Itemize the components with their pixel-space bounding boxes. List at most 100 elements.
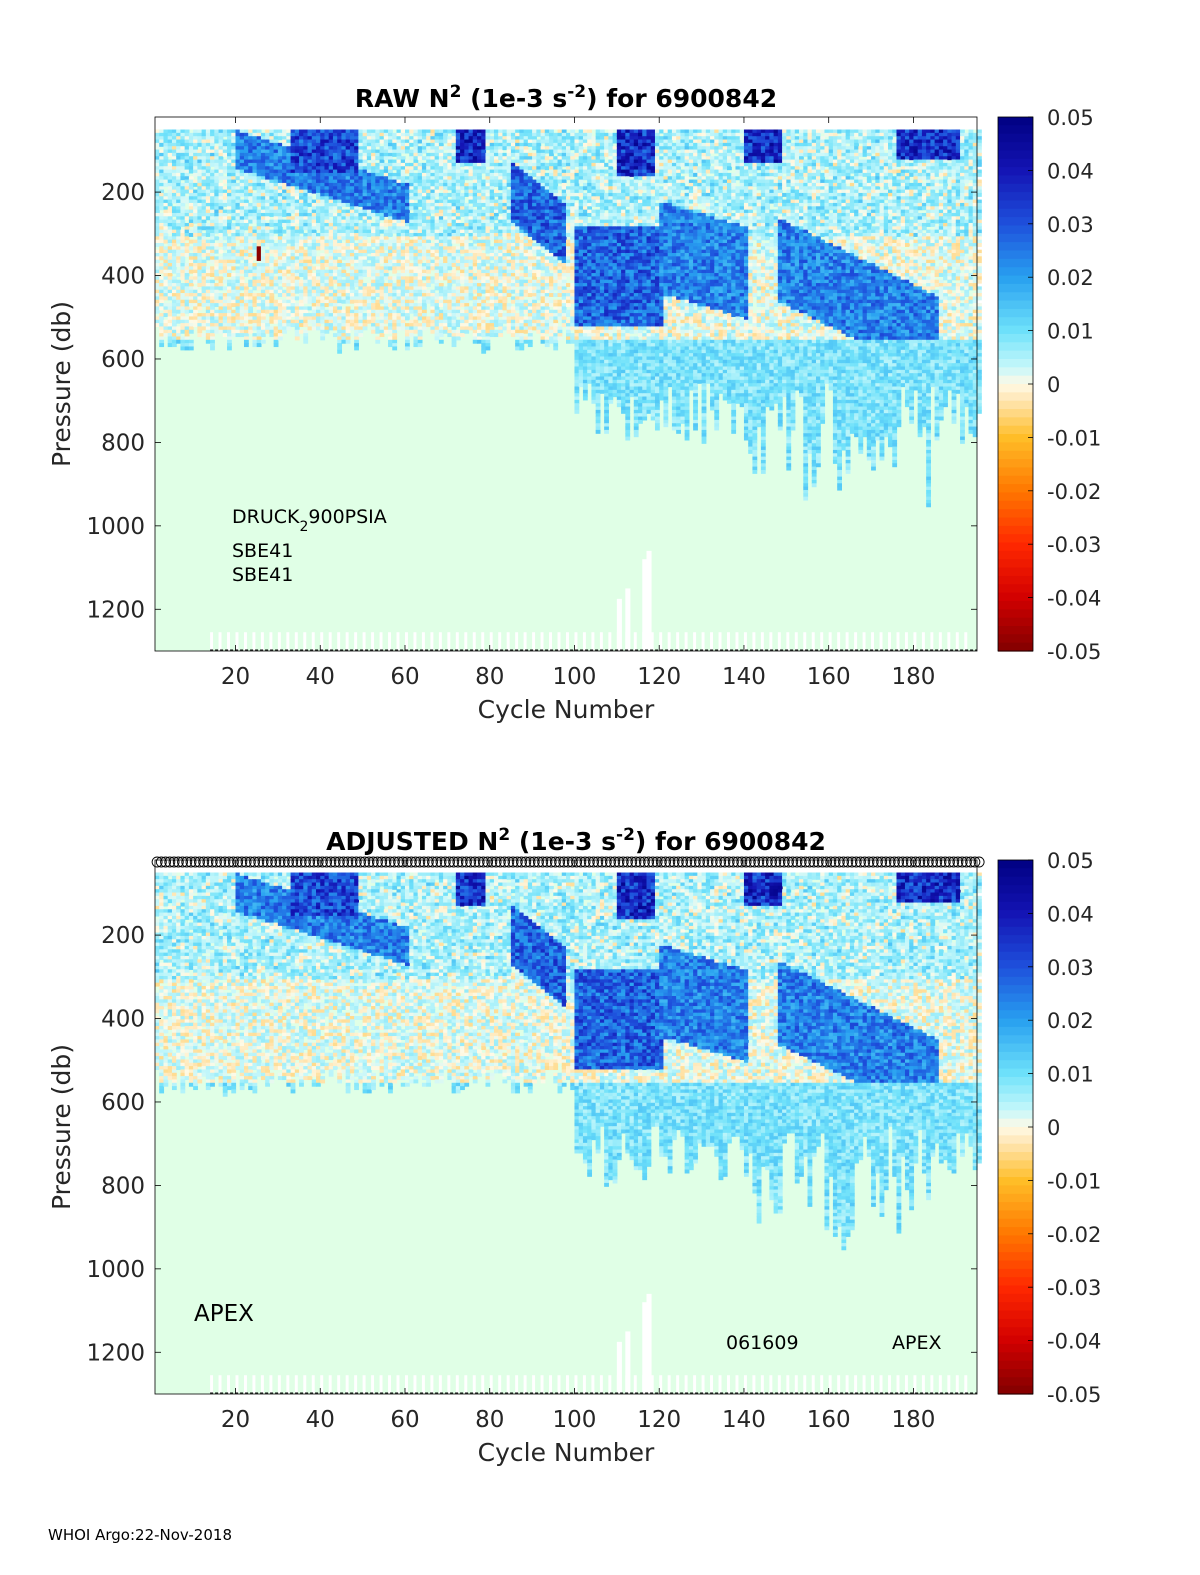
n2-cell: [180, 212, 186, 217]
n2-cell: [396, 172, 402, 177]
n2-cell: [260, 139, 266, 144]
n2-cell: [159, 176, 165, 181]
n2-cell: [354, 229, 359, 234]
n2-cell: [451, 336, 457, 341]
n2-cell: [421, 169, 427, 174]
n2-cell: [184, 229, 190, 234]
n2-cell: [155, 172, 160, 177]
n2-cell: [180, 316, 186, 321]
n2-cell: [472, 296, 478, 301]
n2-cell: [371, 253, 376, 257]
n2-cell: [252, 162, 258, 167]
n2-cell: [316, 303, 321, 308]
n2-cell: [349, 162, 355, 167]
n2-cell: [273, 212, 279, 217]
n2-cell: [417, 232, 423, 237]
n2-cell: [362, 286, 368, 291]
n2-cell: [269, 276, 275, 281]
n2-cell: [400, 142, 406, 147]
n2-cell: [345, 146, 351, 151]
n2-cell: [188, 149, 194, 154]
n2-cell: [307, 129, 313, 134]
n2-cell: [328, 323, 334, 328]
n2-cell: [413, 279, 419, 284]
n2-cell: [256, 149, 262, 154]
n2-cell: [472, 136, 478, 141]
n2-cell: [349, 249, 355, 254]
n2-cell: [438, 132, 444, 137]
n2-cell: [265, 202, 270, 207]
n2-cell: [388, 229, 393, 234]
n2-cell: [447, 253, 453, 257]
n2-cell: [193, 216, 198, 221]
n2-cell: [180, 139, 186, 144]
n2-cell: [447, 232, 453, 237]
n2-cell: [404, 253, 410, 257]
n2-cell: [421, 289, 427, 294]
n2-cell: [451, 129, 457, 134]
n2-cell: [193, 323, 198, 328]
n2-cell: [197, 316, 203, 321]
n2-cell: [320, 336, 326, 341]
n2-cell: [294, 313, 300, 318]
n2-cell: [443, 286, 448, 291]
n2-cell: [239, 249, 245, 254]
n2-cell: [218, 293, 224, 297]
n2-cell: [197, 136, 203, 141]
n2-cell: [286, 253, 292, 257]
n2-cell: [205, 166, 211, 171]
n2-cell: [294, 246, 300, 251]
n2-cell: [277, 242, 283, 247]
n2-cell: [252, 179, 258, 184]
n2-cell: [243, 212, 249, 217]
n2-cell: [227, 199, 232, 204]
n2-cell: [354, 279, 359, 284]
n2-cell: [282, 132, 287, 137]
n2-cell: [286, 246, 292, 251]
n2-cell: [265, 259, 270, 264]
n2-cell: [214, 236, 220, 241]
n2-cell: [375, 289, 381, 294]
n2-cell: [155, 169, 160, 174]
n2-cell: [231, 259, 237, 264]
n2-cell: [379, 306, 385, 311]
n2-cell: [299, 159, 304, 164]
n2-cell: [205, 323, 211, 328]
n2-cell: [188, 179, 194, 184]
n2-cell: [434, 329, 440, 334]
n2-cell: [205, 313, 211, 318]
n2-cell: [248, 169, 254, 174]
n2-cell: [188, 229, 194, 234]
n2-cell: [290, 209, 296, 214]
n2-cell: [434, 313, 440, 318]
n2-cell: [316, 286, 321, 291]
n2-cell: [239, 192, 245, 197]
n2-cell: [286, 293, 292, 297]
n2-cell: [460, 316, 465, 321]
n2-cell: [388, 329, 393, 334]
n2-cell: [235, 306, 241, 311]
n2-cell: [515, 306, 520, 311]
n2-cell: [379, 309, 385, 314]
n2-cell: [256, 293, 262, 297]
n2-cell: [269, 196, 275, 201]
n2-cell: [260, 279, 266, 284]
n2-cell: [159, 219, 165, 224]
n2-cell: [345, 259, 351, 264]
n2-cell: [345, 142, 351, 147]
n2-cell: [282, 293, 287, 297]
n2-cell: [269, 263, 275, 267]
n2-cell: [239, 266, 245, 271]
n2-cell: [239, 269, 245, 274]
n2-cell: [222, 232, 228, 237]
n2-cell: [176, 299, 182, 304]
n2-cell: [239, 176, 245, 181]
n2-cell: [383, 229, 389, 234]
n2-cell: [430, 162, 436, 167]
n2-cell: [231, 146, 237, 151]
n2-cell: [464, 323, 470, 328]
n2-cell: [455, 299, 461, 304]
n2-cell: [354, 336, 359, 341]
n2-cell: [426, 166, 431, 171]
n2-cell: [430, 186, 436, 191]
